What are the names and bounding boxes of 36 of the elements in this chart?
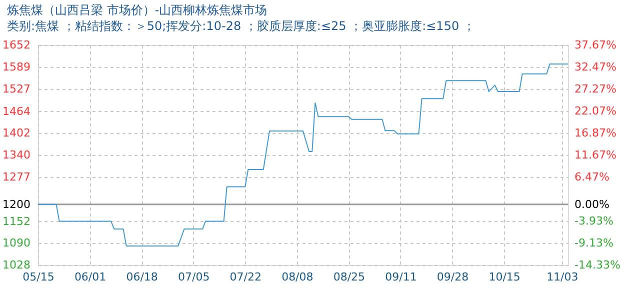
y-tick-label: 1152 (2, 214, 30, 228)
y-tick-label: 1402 (2, 126, 30, 140)
x-tick-label: 08/08 (282, 270, 314, 284)
y-tick-label: 1589 (2, 60, 30, 74)
x-tick-label: 10/15 (488, 270, 520, 284)
chart-subtitle: 类别:焦煤 ；粘结指数：＞50;挥发分:10-28 ；胶质层厚度:≤25 ；奥亚膨胀度:≤150 ； (7, 19, 475, 33)
y2-tick-label: 6.47% (574, 170, 610, 184)
y2-tick-label: 22.07% (574, 104, 616, 118)
x-tick-label: 11/03 (546, 270, 578, 284)
line-series (38, 64, 568, 246)
y2-tick-label: -9.13% (574, 236, 614, 250)
y2-tick-label: 27.27% (574, 82, 616, 96)
x-tick-label: 06/18 (126, 270, 158, 284)
y2-tick-label: 16.87% (574, 126, 616, 140)
y2-tick-label: -14.33% (574, 258, 620, 272)
y2-tick-label: 37.67% (574, 38, 616, 52)
x-tick-label: 05/15 (22, 270, 54, 284)
y2-tick-label: 11.67% (574, 148, 616, 162)
x-tick-label: 08/25 (333, 270, 366, 284)
y-tick-label: 1200 (2, 198, 30, 211)
y-tick-label: 1464 (2, 104, 30, 118)
x-tick-label: 07/05 (178, 270, 210, 284)
y2-tick-label: 0.00% (574, 198, 610, 211)
y-tick-label: 1277 (2, 170, 30, 184)
x-tick-label: 07/22 (230, 270, 262, 284)
y-tick-label: 1652 (2, 38, 30, 52)
y-tick-label: 1527 (2, 82, 30, 96)
y-tick-label: 1090 (2, 236, 30, 250)
x-tick-label: 06/01 (74, 270, 106, 284)
y-tick-label: 1028 (2, 258, 30, 272)
y2-tick-label: -3.93% (574, 214, 614, 228)
x-tick-label: 09/28 (436, 270, 469, 284)
chart-title: 炼焦煤（山西吕梁 市场价）-山西柳林炼焦煤市场 (7, 3, 268, 17)
x-tick-label: 09/11 (385, 270, 417, 284)
y2-tick-label: 32.47% (574, 60, 616, 74)
y-tick-label: 1340 (2, 148, 30, 162)
